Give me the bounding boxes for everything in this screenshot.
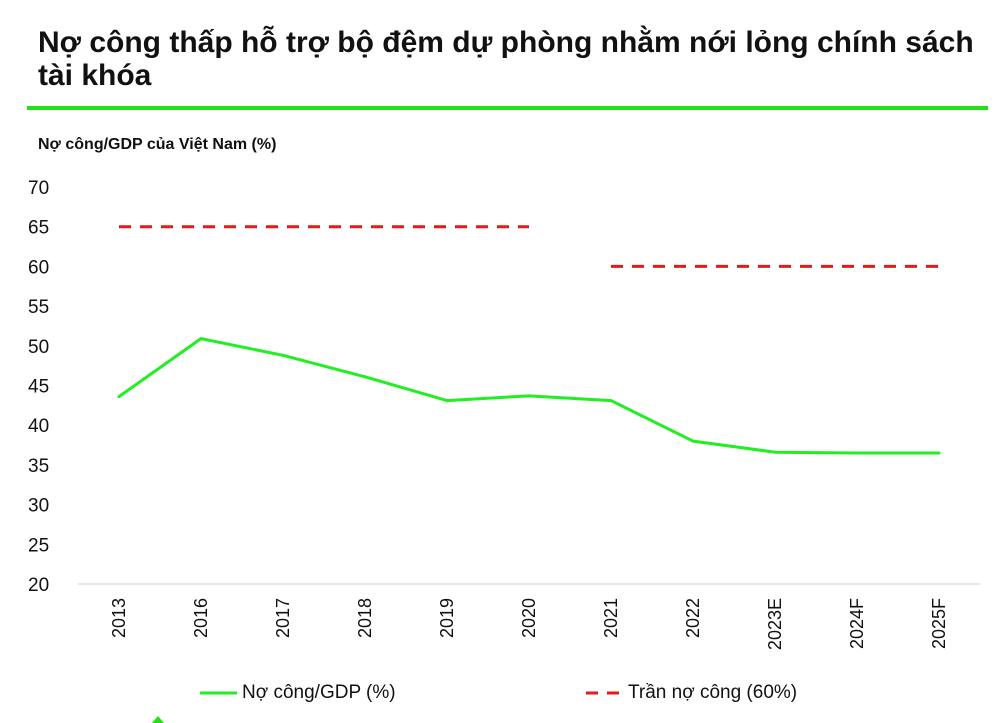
ceiling-series: [119, 225, 939, 268]
x-tick-label: 2022: [683, 598, 703, 638]
y-tick-label: 30: [28, 496, 49, 517]
y-tick-label: 40: [28, 416, 49, 437]
triangle-marker-icon: [152, 716, 164, 723]
data-point: [773, 450, 777, 454]
y-tick-label: 50: [28, 337, 49, 358]
data-point: [363, 375, 367, 379]
x-tick-label: 2024F: [847, 598, 867, 649]
y-tick-label: 45: [28, 377, 49, 398]
y-tick-label: 70: [28, 178, 49, 199]
legend-label-debt: Nợ công/GDP (%): [242, 682, 396, 703]
data-point: [855, 451, 859, 455]
data-point: [281, 353, 285, 357]
x-tick-label: 2013: [109, 598, 129, 638]
y-tick-label: 55: [28, 297, 49, 318]
x-tick-label: 2025F: [929, 598, 949, 649]
y-tick-label: 35: [28, 456, 49, 477]
data-point: [117, 395, 121, 399]
y-tick-label: 65: [28, 218, 49, 239]
data-point: [527, 394, 531, 398]
chart-title: Nợ công thấp hỗ trợ bộ đệm dự phòng nhằm…: [38, 26, 974, 92]
chart-subtitle: Nợ công/GDP của Việt Nam (%): [38, 136, 277, 153]
x-tick-label: 2018: [355, 598, 375, 638]
data-point: [609, 399, 613, 403]
data-point: [937, 451, 941, 455]
data-point: [199, 337, 203, 341]
y-tick-label: 60: [28, 257, 49, 278]
x-tick-label: 2019: [437, 598, 457, 638]
x-tick-label: 2021: [601, 598, 621, 638]
data-point: [691, 439, 695, 443]
x-tick-label: 2017: [273, 598, 293, 638]
x-tick-label: 2023E: [765, 598, 785, 650]
debt-gdp-series-points: [117, 337, 941, 455]
x-tick-label: 2020: [519, 598, 539, 638]
legend-label-ceiling: Trần nợ công (60%): [628, 682, 798, 703]
y-tick-label: 20: [28, 575, 49, 596]
title-divider: [27, 106, 988, 110]
data-point: [445, 399, 449, 403]
y-axis-ticks: 20 25 30 35 40 45 50 55 60 65 70: [28, 178, 49, 596]
y-tick-label: 25: [28, 535, 49, 556]
x-axis-ticks: 2013 2016 2017 2018 2019 2020 2021 2022 2023E 202…: [109, 598, 949, 650]
x-tick-label: 2016: [191, 598, 211, 638]
